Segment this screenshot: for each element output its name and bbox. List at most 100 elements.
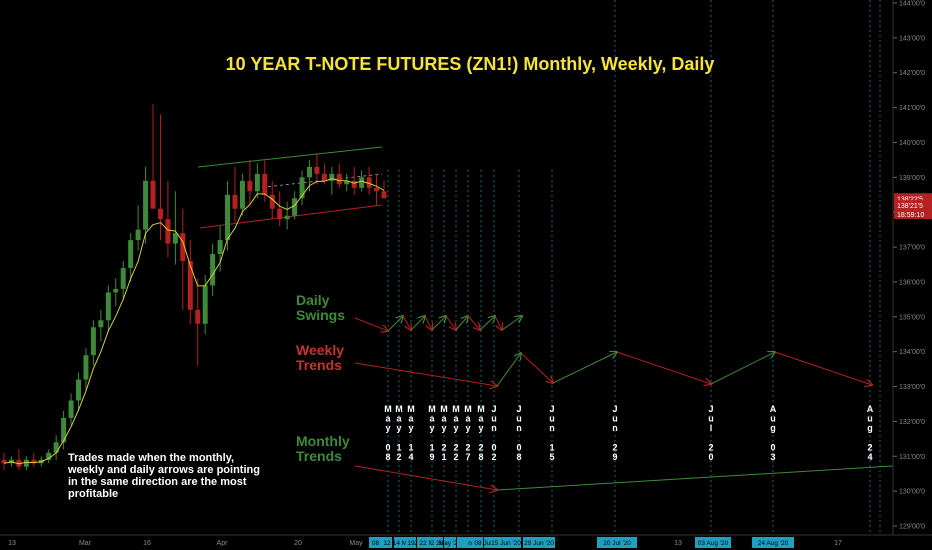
vertical-date-char: M xyxy=(428,404,436,414)
vertical-date-char: a xyxy=(453,414,459,424)
trend-channel-lines xyxy=(197,146,383,229)
monthly-arrow-down xyxy=(354,465,497,490)
vertical-date-char: 2 xyxy=(396,452,401,462)
price-tick-label: 134'00'0 xyxy=(899,349,925,356)
date-highlight-badge xyxy=(457,537,483,548)
monthly-trends-label: Monthly Trends xyxy=(296,433,350,464)
candle-body xyxy=(68,400,74,418)
date-highlight-badge xyxy=(417,537,431,548)
current-price-badge xyxy=(894,200,932,211)
vertical-date-char: g xyxy=(867,423,873,433)
price-tick-label: 142'00'0 xyxy=(899,70,925,77)
projection-date-lines xyxy=(387,0,881,535)
candle-body xyxy=(83,355,89,380)
vertical-date-char: a xyxy=(396,414,402,424)
price-axis: 144'00'0 143'00'0 142'00'0 141'00'0 140'00'0… xyxy=(892,0,932,535)
date-highlight-badge xyxy=(695,537,731,548)
candle-body xyxy=(1,459,7,464)
candle-body xyxy=(165,219,171,244)
candle-body xyxy=(128,240,134,268)
candle-body xyxy=(202,285,208,324)
date-highlight-label: 12 xyxy=(383,540,391,547)
daily-swing-arrow xyxy=(467,315,480,330)
candle-body xyxy=(150,180,156,209)
vertical-date-char: M xyxy=(464,404,472,414)
date-highlight-badge xyxy=(523,537,555,548)
candle-body xyxy=(239,180,245,209)
candle-body xyxy=(359,177,365,188)
daily-swings-label: Daily Swings xyxy=(296,292,346,323)
vertical-date-char: M xyxy=(452,404,460,414)
vertical-date-char: M xyxy=(440,404,448,414)
date-highlight-label: 24 Aug '20 xyxy=(758,540,789,547)
weekly-trend-arrow xyxy=(354,362,497,386)
vertical-date-char: 0 xyxy=(708,452,713,462)
date-highlight-badge xyxy=(369,537,382,548)
vertical-date-char: y xyxy=(453,423,458,433)
vertical-date-char: 2 xyxy=(453,452,458,462)
candle-body xyxy=(98,320,104,328)
vertical-date-char: u xyxy=(770,414,776,424)
weekly-trends-label: Weekly Trends xyxy=(296,342,344,373)
daily-swing-arrow xyxy=(387,316,403,332)
vertical-date-char: 8 xyxy=(478,452,483,462)
candle-body xyxy=(321,173,327,181)
current-price-badge xyxy=(894,193,932,204)
vertical-date-char: 8 xyxy=(516,452,521,462)
date-highlight-badge xyxy=(444,537,456,548)
vertical-date-char: u xyxy=(549,414,555,424)
daily-swing-arrow xyxy=(501,316,522,331)
trend-arrows xyxy=(354,315,894,491)
daily-swing-arrow xyxy=(494,315,502,330)
current-price-label: 138'21'5 xyxy=(897,203,923,210)
price-tick-label: 140'00'0 xyxy=(899,140,925,147)
vertical-date-char: 0 xyxy=(770,442,775,452)
vertical-date-char: 2 xyxy=(708,442,713,452)
date-highlight-label: 19 xyxy=(407,540,415,547)
date-highlight-badge xyxy=(597,537,637,548)
vertical-date-char: y xyxy=(385,423,390,433)
vertical-date-char: u xyxy=(612,414,618,424)
date-highlight-badge xyxy=(382,537,392,548)
candle-body xyxy=(254,173,260,192)
vertical-date-char: y xyxy=(465,423,470,433)
date-highlight-badge xyxy=(491,537,521,548)
vertical-date-char: a xyxy=(408,414,414,424)
vertical-date-char: J xyxy=(491,404,496,414)
date-tick-label: Mar xyxy=(79,540,92,547)
vertical-date-char: y xyxy=(429,423,434,433)
vertical-date-char: J xyxy=(612,404,617,414)
vertical-date-char: u xyxy=(491,414,497,424)
vertical-date-char: J xyxy=(549,404,554,414)
vertical-date-char: 9 xyxy=(612,452,617,462)
vertical-date-char: 4 xyxy=(867,452,872,462)
vertical-date-char: 2 xyxy=(478,442,483,452)
vertical-date-char: M xyxy=(477,404,485,414)
monthly-trend-line-up xyxy=(496,465,894,491)
vertical-date-char: 0 xyxy=(385,442,390,452)
vertical-date-char: M xyxy=(384,404,392,414)
candle-body xyxy=(172,233,178,244)
vertical-date-char: 0 xyxy=(516,442,521,452)
vertical-date-char: a xyxy=(441,414,447,424)
daily-swing-arrow xyxy=(424,315,432,330)
daily-swing-arrow xyxy=(455,316,468,331)
candle-body xyxy=(381,191,387,199)
vertical-date-char: 4 xyxy=(408,452,413,462)
candle-body xyxy=(284,215,290,220)
candle-body xyxy=(374,187,380,192)
candle-body xyxy=(90,327,96,356)
price-tick-label: 135'00'0 xyxy=(899,314,925,321)
candle-body xyxy=(53,442,59,453)
date-axis: 13 Mar 16 Apr 20 May 13 17 08 12 14 M 19 2 22 M2 28M… xyxy=(0,534,932,548)
price-tick-label: 132'00'0 xyxy=(899,419,925,426)
vertical-date-labels: May08May12May14May19May21May22May27May28… xyxy=(384,404,874,462)
candle-body xyxy=(351,180,357,188)
price-tick-label: 136'00'0 xyxy=(899,279,925,286)
price-tick-label: 143'00'0 xyxy=(899,35,925,42)
candle-body xyxy=(157,208,163,220)
vertical-date-char: M xyxy=(395,404,403,414)
candle-body xyxy=(105,292,111,321)
candle-body xyxy=(76,379,82,401)
